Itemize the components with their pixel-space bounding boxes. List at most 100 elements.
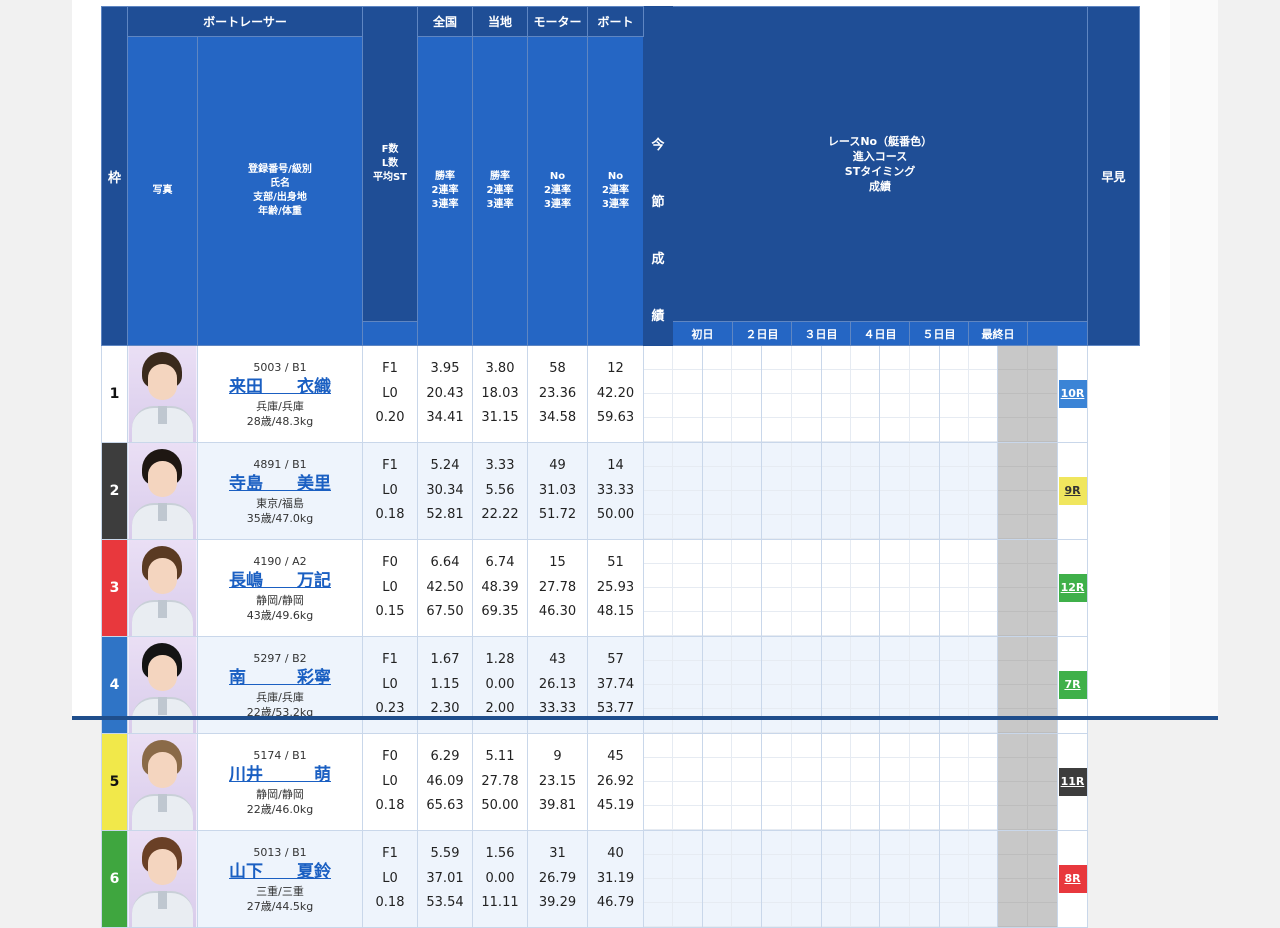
- result-cell-grey: [997, 442, 1058, 540]
- racer-photo: [127, 539, 198, 637]
- day-header-final: 最終日: [968, 321, 1028, 346]
- racer-age-weight: 28歳/48.3kg: [246, 414, 314, 428]
- motor-rates: 58 23.36 34.58: [527, 345, 588, 443]
- fl-sub-spacer: [362, 321, 418, 346]
- result-cell-day5: [879, 442, 940, 540]
- racer-age-weight: 43歳/49.6kg: [246, 608, 314, 622]
- result-cell-day5: [879, 539, 940, 637]
- result-cell-day6: [939, 345, 998, 443]
- day-header-4: ４日目: [850, 321, 910, 346]
- hayami-race-link[interactable]: 8R: [1058, 865, 1087, 893]
- racer-row: 5 5174 / B1 川井 萌静岡/静岡 22歳/46.0kg F0 L0 0.18 6.2…: [101, 733, 1140, 831]
- waku-number: 3: [101, 539, 128, 637]
- racer-name-link[interactable]: 川井 萌: [229, 764, 331, 785]
- result-cell-day2: [702, 539, 762, 637]
- fl-header: F数 L数 平均ST: [362, 6, 418, 322]
- avg-st: 0.18: [375, 507, 405, 523]
- fl-st-cell: F1 L0 0.20: [362, 345, 418, 443]
- l-count: L0: [382, 482, 398, 498]
- right-strip: [1170, 0, 1218, 720]
- racer-photo: [127, 830, 198, 928]
- racer-name-link[interactable]: 来田 衣織: [229, 376, 331, 397]
- racer-branch: 静岡/静岡: [256, 787, 304, 801]
- konsetsu-label: 今節成績: [643, 6, 673, 346]
- result-cell-day4: [821, 733, 880, 831]
- fl-st-cell: F1 L0 0.18: [362, 442, 418, 540]
- racer-name-link[interactable]: 長嶋 万記: [229, 570, 331, 591]
- racer-name-link[interactable]: 南 彩寧: [229, 667, 331, 688]
- racer-info-header: 登録番号/級別 氏名 支部/出身地 年齢/体重: [197, 36, 363, 346]
- racer-name-link[interactable]: 山下 夏鈴: [229, 861, 331, 882]
- waku-number: 1: [101, 345, 128, 443]
- avg-st: 0.18: [375, 798, 405, 814]
- hayami-cell: 8R: [1057, 830, 1088, 928]
- l-count: L0: [382, 579, 398, 595]
- result-cell-day1: [643, 830, 703, 928]
- boat-rates: 14 33.33 50.00: [587, 442, 644, 540]
- racer-branch: 兵庫/兵庫: [256, 399, 304, 413]
- result-cell-day6: [939, 539, 998, 637]
- bottom-bar: [72, 716, 1218, 720]
- racer-registration: 5003 / B1: [253, 360, 307, 374]
- motor-rates: 31 26.79 39.29: [527, 830, 588, 928]
- hayami-cell: 9R: [1057, 442, 1088, 540]
- hayami-race-link[interactable]: 10R: [1058, 380, 1087, 408]
- racer-age-weight: 27歳/44.5kg: [246, 899, 314, 913]
- motor-rates: 15 27.78 46.30: [527, 539, 588, 637]
- national-rates: 6.29 46.09 65.63: [417, 733, 473, 831]
- local-rates: 5.11 27.78 50.00: [472, 733, 528, 831]
- racer-registration: 4891 / B1: [253, 457, 307, 471]
- national-rates: 5.24 30.34 52.81: [417, 442, 473, 540]
- racer-branch: 東京/福島: [256, 496, 304, 510]
- result-cell-day5: [879, 345, 940, 443]
- fl-st-cell: F0 L0 0.15: [362, 539, 418, 637]
- boat-rates: 45 26.92 45.19: [587, 733, 644, 831]
- f-count: F1: [382, 458, 398, 474]
- result-cell-day2: [702, 733, 762, 831]
- result-cell-day3: [761, 345, 822, 443]
- boat-rates: 40 31.19 46.79: [587, 830, 644, 928]
- racer-branch: 兵庫/兵庫: [256, 690, 304, 704]
- hayami-race-link[interactable]: 11R: [1058, 768, 1087, 796]
- photo-header: 写真: [127, 36, 198, 346]
- motor-rates: 49 31.03 51.72: [527, 442, 588, 540]
- local-rates: 3.80 18.03 31.15: [472, 345, 528, 443]
- zenkoku-sub-header: 勝率 2連率 3連率: [417, 36, 473, 346]
- day-header-spacer: [1027, 321, 1088, 346]
- local-rates: 6.74 48.39 69.35: [472, 539, 528, 637]
- l-count: L0: [382, 870, 398, 886]
- touchi-sub-header: 勝率 2連率 3連率: [472, 36, 528, 346]
- result-cell-day6: [939, 733, 998, 831]
- racer-row: 1 5003 / B1 来田 衣織兵庫/兵庫 28歳/48.3kg F1 L0 0.20 3.…: [101, 345, 1140, 443]
- result-cell-day4: [821, 539, 880, 637]
- hayami-race-link[interactable]: 7R: [1058, 671, 1087, 699]
- racer-info: 5003 / B1 来田 衣織兵庫/兵庫 28歳/48.3kg: [197, 345, 363, 443]
- fl-st-cell: F0 L0 0.18: [362, 733, 418, 831]
- result-cell-day5: [879, 733, 940, 831]
- racer-row: 3 4190 / A2 長嶋 万記 静岡/静岡 43歳/49.6kg F0 L0 0.15 6.…: [101, 539, 1140, 637]
- racer-info: 4891 / B1 寺島 美里 東京/福島 35歳/47.0kg: [197, 442, 363, 540]
- day-header-1: 初日: [672, 321, 733, 346]
- racer-photo: [127, 345, 198, 443]
- f-count: F1: [382, 846, 398, 862]
- racer-row: 2 4891 / B1 寺島 美里 東京/福島 35歳/47.0kg F1 L0 0.18 5.…: [101, 442, 1140, 540]
- result-cell-grey: [997, 345, 1058, 443]
- hayami-cell: 11R: [1057, 733, 1088, 831]
- zenkoku-header: 全国: [417, 6, 473, 37]
- hayami-race-link[interactable]: 9R: [1058, 477, 1087, 505]
- national-rates: 5.59 37.01 53.54: [417, 830, 473, 928]
- racer-table: 枠 ボートレーサー F数 L数 平均ST 全国 当地 モーター ボート 今節成績 レ…: [101, 6, 1140, 928]
- avatar: [129, 831, 196, 927]
- local-rates: 3.33 5.56 22.22: [472, 442, 528, 540]
- avatar: [129, 734, 196, 830]
- result-cell-day6: [939, 442, 998, 540]
- day-header-2: ２日目: [732, 321, 792, 346]
- racer-info: 4190 / A2 長嶋 万記 静岡/静岡 43歳/49.6kg: [197, 539, 363, 637]
- racer-age-weight: 22歳/53.2kg: [246, 705, 314, 719]
- racer-branch: 静岡/静岡: [256, 593, 304, 607]
- racer-info: 5174 / B1 川井 萌静岡/静岡 22歳/46.0kg: [197, 733, 363, 831]
- hayami-race-link[interactable]: 12R: [1058, 574, 1087, 602]
- result-cell-grey: [997, 830, 1058, 928]
- racer-name-link[interactable]: 寺島 美里: [229, 473, 331, 494]
- racer-age-weight: 22歳/46.0kg: [246, 802, 314, 816]
